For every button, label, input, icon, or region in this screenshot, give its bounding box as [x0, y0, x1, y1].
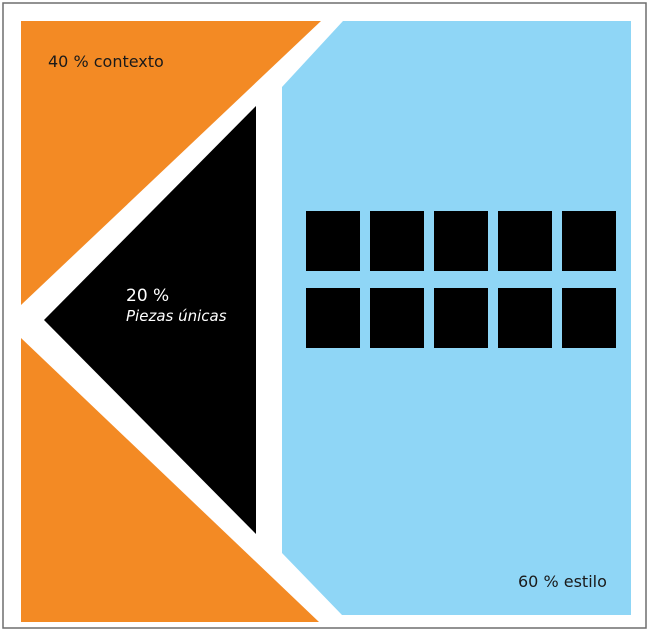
- grid-square: [434, 288, 488, 348]
- grid-square: [434, 211, 488, 271]
- style-label: 60 % estilo: [518, 572, 607, 591]
- grid-square: [306, 288, 360, 348]
- grid-square: [562, 288, 616, 348]
- grid-square: [370, 211, 424, 271]
- context-label: 40 % contexto: [48, 52, 164, 71]
- unique-pieces-label: 20 % Piezas únicas: [126, 286, 227, 326]
- grid-square: [562, 211, 616, 271]
- grid-square: [370, 288, 424, 348]
- grid-square: [498, 288, 552, 348]
- grid-square: [306, 211, 360, 271]
- unique-pieces-triangle: [44, 106, 256, 534]
- grid-square: [498, 211, 552, 271]
- unique-pieces-caption: Piezas únicas: [126, 307, 227, 325]
- unique-pieces-percent: 20 %: [126, 286, 170, 306]
- context-region-lower: [21, 338, 319, 622]
- square-grid: [306, 211, 616, 348]
- context-region: [21, 21, 321, 305]
